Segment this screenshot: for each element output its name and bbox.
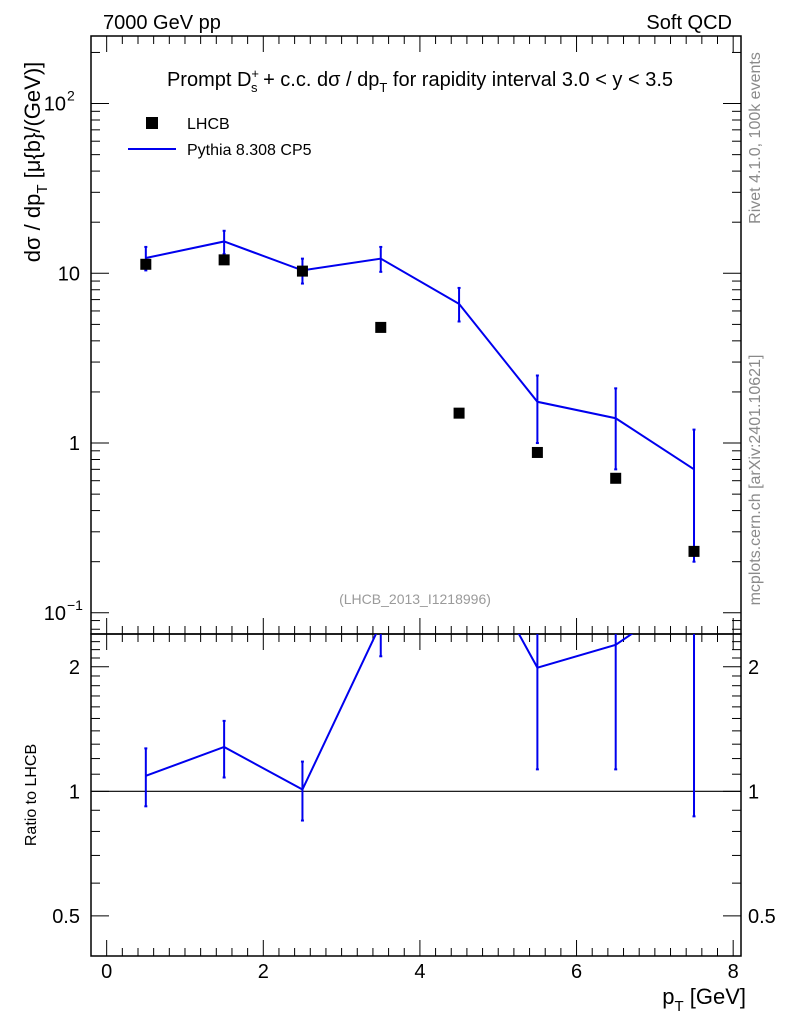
lhcb-data-point (140, 258, 152, 270)
lhcb-data-point (375, 321, 387, 333)
rivet-version-label: Rivet 4.1.0, 100k events (747, 52, 764, 224)
ratio-data-layer (91, 634, 741, 822)
x-tick-label: 0 (101, 961, 112, 983)
lhcb-data-point (218, 254, 230, 266)
lhcb-data-point (296, 265, 308, 277)
x-tick-label: 6 (571, 961, 582, 983)
y-tick-label: 10 (58, 263, 80, 285)
ratio-line (145, 634, 634, 791)
ratio-plot-area (144, 634, 696, 822)
lhcb-data-point (688, 545, 700, 557)
ratio-axis-ticks: 0 2 4 6 8 0.5 0.5 1 1 2 2 (52, 633, 776, 983)
header-energy: 7000 GeV pp (103, 12, 221, 34)
header-category: Soft QCD (646, 12, 732, 34)
x-axis-label: pT [GeV] (662, 984, 746, 1015)
lhcb-data-point (610, 472, 622, 484)
y-tick-label-exponent: 2 (67, 88, 75, 104)
y-axis-label: dσ / dpT [μ{b}/(GeV)] (20, 62, 51, 263)
ratio-y-axis-label: Ratio to LHCB (23, 744, 40, 846)
analysis-tag: (LHCB_2013_I1218996) (339, 591, 491, 607)
ratio-y-tick-label-right: 0.5 (748, 906, 776, 928)
ratio-y-tick-label-right: 1 (748, 781, 759, 803)
y-tick-label: 1 (69, 433, 80, 455)
legend-marker-lhcb (146, 117, 158, 129)
ratio-panel-frame (90, 633, 742, 957)
ratio-y-tick-label: 0.5 (52, 906, 80, 928)
mcplots-label: mcplots.cern.ch [arXiv:2401.10621] (747, 355, 764, 606)
main-plot-area (140, 229, 700, 563)
x-tick-label: 4 (414, 961, 425, 983)
legend-label-lhcb: LHCB (187, 116, 230, 133)
ratio-y-tick-label: 1 (69, 781, 80, 803)
lhcb-data-point (453, 407, 465, 419)
legend-label-pythia: Pythia 8.308 CP5 (187, 142, 312, 159)
main-data-layer (140, 229, 700, 563)
lhcb-data-point (531, 446, 543, 458)
ratio-y-tick-label: 2 (69, 657, 80, 679)
x-tick-label: 8 (728, 961, 739, 983)
x-tick-label: 2 (258, 961, 269, 983)
ratio-y-tick-label-right: 2 (748, 657, 759, 679)
y-tick-label: 10 (44, 94, 66, 116)
y-tick-label-exponent: −1 (67, 597, 83, 613)
pythia-line (145, 240, 695, 471)
y-tick-label: 10 (44, 603, 66, 625)
chart-title: Prompt D+ s + c.c. dσ / dpT for rapidity … (167, 66, 673, 95)
